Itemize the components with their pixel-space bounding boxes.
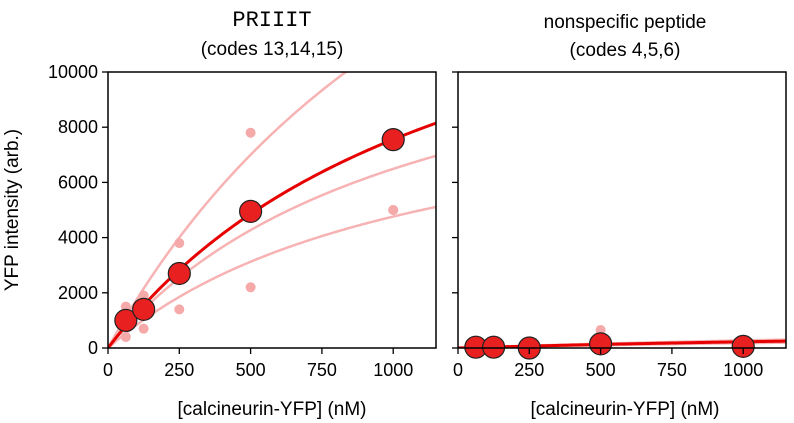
mean-point bbox=[589, 332, 613, 356]
panel-title-line1: PRIIIT bbox=[232, 8, 311, 33]
replicate-point bbox=[245, 127, 256, 138]
y-tick-label: 0 bbox=[88, 338, 98, 358]
y-axis-ticks: 0 2000 4000 6000 8000 10000 bbox=[48, 62, 108, 358]
plot-frame bbox=[457, 71, 787, 349]
replicate-point bbox=[245, 282, 256, 293]
y-tick-label: 4000 bbox=[58, 228, 98, 248]
x-tick-label: 500 bbox=[586, 360, 616, 380]
panel-title-line1: nonspecific peptide bbox=[544, 12, 707, 33]
mean-point bbox=[381, 128, 405, 152]
y-axis-label: YFP intensity (arb.) bbox=[2, 129, 23, 291]
replicate-points bbox=[595, 325, 749, 348]
mean-point bbox=[482, 335, 506, 359]
y-tick-label: 6000 bbox=[58, 172, 98, 192]
mean-point bbox=[114, 308, 138, 332]
replicate-point bbox=[174, 238, 185, 249]
replicate-fit-curves bbox=[108, 72, 436, 348]
x-tick-label: 0 bbox=[453, 360, 463, 380]
x-tick-label: 0 bbox=[103, 360, 113, 380]
x-tick-label: 750 bbox=[657, 360, 687, 380]
mean-fit-curve bbox=[458, 339, 786, 348]
mean-point bbox=[239, 199, 263, 223]
x-axis-ticks: 0 250 500 750 1000 bbox=[453, 348, 763, 380]
x-tick-label: 250 bbox=[514, 360, 544, 380]
replicate-fit-line bbox=[108, 205, 436, 348]
x-tick-label: 1000 bbox=[373, 360, 413, 380]
replicate-point bbox=[174, 304, 185, 315]
replicate-fit-line bbox=[108, 72, 348, 348]
x-axis-label: [calcineurin-YFP] (nM) bbox=[178, 399, 367, 420]
y-tick-label: 10000 bbox=[48, 62, 98, 82]
replicate-point bbox=[138, 323, 149, 334]
panel-priiit: PRIIIT (codes 13,14,15) 0 250 500 750 1000 0… bbox=[2, 8, 437, 420]
replicate-point bbox=[388, 205, 399, 215]
panel-title-line2: (codes 4,5,6) bbox=[570, 40, 681, 61]
y-tick-label: 2000 bbox=[58, 283, 98, 303]
mean-point bbox=[731, 334, 755, 358]
x-axis-label: [calcineurin-YFP] (nM) bbox=[531, 399, 720, 420]
y-axis-ticks bbox=[452, 71, 458, 349]
panel-nonspecific: nonspecific peptide (codes 4,5,6) 0 250 50… bbox=[452, 12, 787, 420]
replicate-fit-line bbox=[108, 154, 436, 348]
mean-point bbox=[132, 297, 156, 321]
x-tick-label: 250 bbox=[164, 360, 194, 380]
mean-point bbox=[167, 261, 191, 286]
x-tick-label: 750 bbox=[307, 360, 337, 380]
replicate-point bbox=[120, 331, 131, 342]
plot-frame bbox=[107, 71, 437, 349]
mean-fit-line bbox=[108, 121, 436, 348]
mean-points bbox=[114, 128, 405, 332]
replicate-points bbox=[120, 127, 399, 342]
mean-fit-curve bbox=[108, 121, 436, 348]
x-axis-ticks: 0 250 500 750 1000 bbox=[103, 348, 413, 380]
mean-fit-line bbox=[458, 339, 786, 348]
x-tick-label: 1000 bbox=[723, 360, 763, 380]
x-tick-label: 500 bbox=[236, 360, 266, 380]
y-tick-label: 8000 bbox=[58, 117, 98, 137]
panel-title-line2: (codes 13,14,15) bbox=[201, 39, 344, 60]
